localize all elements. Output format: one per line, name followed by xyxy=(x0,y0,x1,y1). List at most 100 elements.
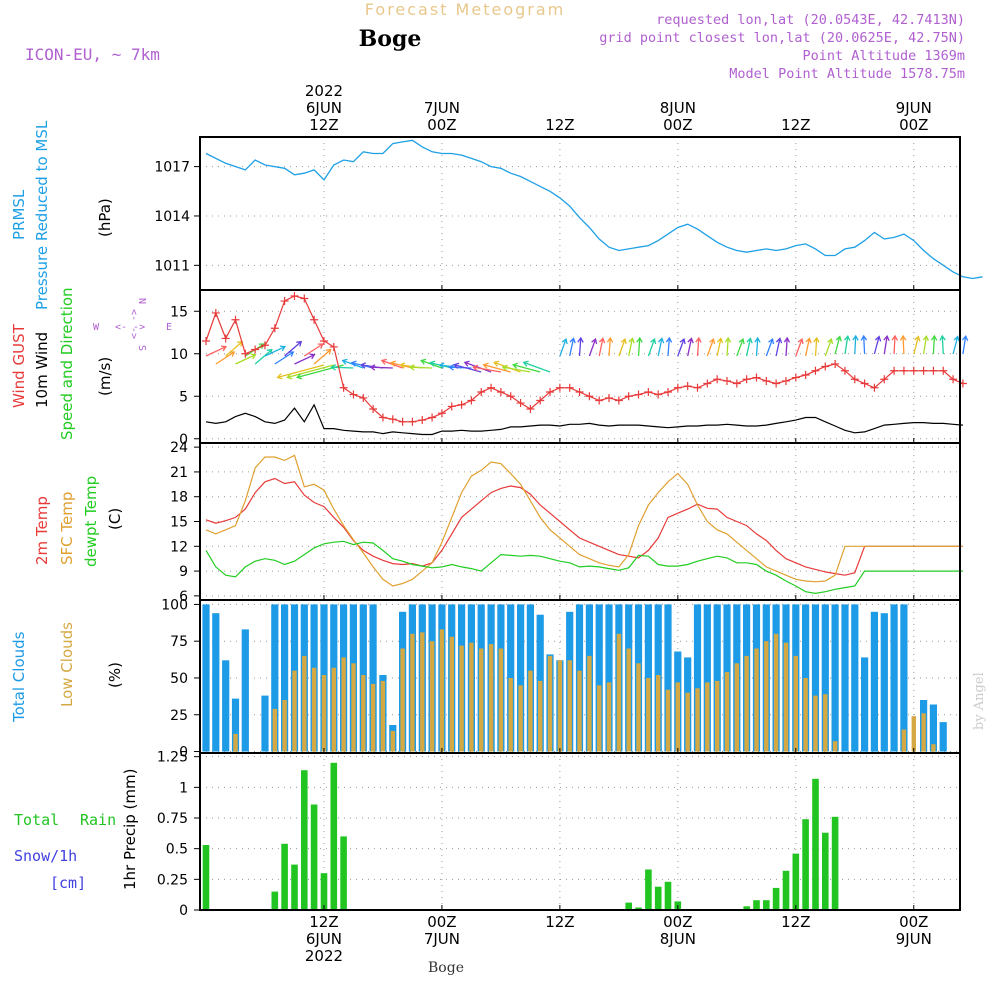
gust-marker xyxy=(231,315,240,324)
low-cloud-bar xyxy=(832,741,838,752)
wind-arrow-head xyxy=(420,358,427,365)
gust-marker xyxy=(909,366,918,375)
low-cloud-bar xyxy=(292,670,297,752)
gust-marker xyxy=(418,416,427,425)
wind-arrow-head xyxy=(636,336,643,343)
wind-arrow xyxy=(922,336,928,355)
wind-arrow-head xyxy=(775,337,783,344)
total-cloud-bar xyxy=(693,604,702,752)
wind-arrow xyxy=(902,335,905,355)
rain-bar xyxy=(822,832,829,910)
gust-marker xyxy=(614,396,623,405)
temp-tick-label: 6 xyxy=(179,589,188,605)
gust-marker xyxy=(319,337,328,345)
wind-arrow xyxy=(814,337,818,357)
rain-bar xyxy=(291,864,298,910)
top-time-label: 12Z xyxy=(545,116,574,134)
low-cloud-bar xyxy=(606,682,612,752)
wind-arrow-head xyxy=(279,345,287,352)
low-cloud-bar xyxy=(744,655,749,752)
gust-marker xyxy=(605,393,614,402)
clouds-unit: (%) xyxy=(106,662,124,688)
rain-bar xyxy=(320,873,328,910)
low-cloud-bar xyxy=(764,641,769,752)
wind-arrow-head xyxy=(453,362,460,369)
wind-arrow-head xyxy=(874,335,882,342)
wind-arrow xyxy=(215,351,235,365)
low-cloud-bar xyxy=(626,648,631,752)
panel-frame xyxy=(199,136,961,291)
low-cloud-bar xyxy=(321,675,327,752)
wind-arrow xyxy=(274,351,294,365)
low-cloud-bar xyxy=(901,729,907,752)
low-clouds-label: Low Clouds xyxy=(58,622,76,707)
total-cloud-bar xyxy=(811,604,820,752)
gust-marker xyxy=(457,400,466,409)
low-cloud-bar xyxy=(311,667,317,752)
low-cloud-bar xyxy=(449,636,454,752)
wind-arrow xyxy=(598,338,604,357)
wind-arrow xyxy=(952,336,959,355)
plot-layer: 1011101410170510156912151821240255075100… xyxy=(154,82,983,965)
wind-arrow-head xyxy=(463,360,470,367)
wind-arrow xyxy=(637,337,641,357)
low-cloud-bar xyxy=(813,695,818,752)
rain-bar xyxy=(664,881,672,910)
total-cloud-bar xyxy=(222,660,230,752)
wind-arrow-head xyxy=(250,353,257,360)
low-cloud-bar xyxy=(380,680,386,752)
precip-tick-label: 0 xyxy=(179,903,188,919)
gust-marker xyxy=(929,366,938,375)
total-cloud-bar xyxy=(831,604,839,752)
low-cloud-bar xyxy=(469,642,474,752)
gridpoint-coords: grid point closest lon,lat (20.0625E, 42… xyxy=(599,30,965,46)
rain-bar xyxy=(645,869,652,910)
low-cloud-bar xyxy=(479,648,484,752)
gust-marker xyxy=(654,390,663,399)
low-cloud-bar xyxy=(754,648,759,752)
wind-arrow-head xyxy=(716,337,724,344)
top-time-label: 00Z xyxy=(663,116,692,134)
wind-arrow xyxy=(410,366,433,369)
low-cloud-bar xyxy=(459,645,464,752)
bottom-time-label: 12Z xyxy=(545,913,574,931)
dewpt-line xyxy=(205,540,963,595)
low-cloud-bar xyxy=(685,692,690,752)
gust-marker xyxy=(437,409,446,418)
wind-arrow xyxy=(745,338,752,357)
total-cloud-bar xyxy=(644,604,652,752)
low-cloud-bar xyxy=(773,633,779,752)
temp-tick-label: 21 xyxy=(170,465,188,481)
wind-arrow xyxy=(883,336,888,355)
model-altitude: Model Point Altitude 1578.75m xyxy=(729,66,965,82)
wind-arrow-head xyxy=(899,334,907,341)
wind-arrow xyxy=(331,366,354,369)
low-cloud-bar xyxy=(351,663,356,752)
wind-arrow-head xyxy=(679,337,686,345)
gust-marker xyxy=(329,342,338,351)
low-cloud-bar xyxy=(420,632,425,752)
gust-marker xyxy=(742,375,751,384)
compass-ew: <- -> xyxy=(115,322,145,333)
wind-arrow-head xyxy=(448,364,455,371)
bottom-time-label: 12Z xyxy=(309,913,338,931)
wind-arrow xyxy=(765,338,774,357)
wind-arrow xyxy=(736,338,744,357)
wind-arrow-head xyxy=(891,334,899,341)
top-time-label: 12Z xyxy=(781,116,810,134)
gust-marker xyxy=(477,388,486,396)
wind-arrow xyxy=(370,366,393,369)
snow-unit-label: [cm] xyxy=(50,874,86,892)
wind-arrow xyxy=(264,346,286,357)
gust-marker xyxy=(949,375,958,384)
wind-arrow-head xyxy=(482,362,489,369)
low-cloud-bar xyxy=(656,675,661,752)
total-cloud-bar xyxy=(271,604,279,752)
wind-arrow xyxy=(824,338,833,357)
total-cloud-bar xyxy=(821,604,829,752)
total-cloud-bar xyxy=(703,604,711,752)
wind-arrow xyxy=(696,337,700,357)
compass-w: W xyxy=(93,322,100,333)
low-cloud-bar xyxy=(665,689,671,752)
